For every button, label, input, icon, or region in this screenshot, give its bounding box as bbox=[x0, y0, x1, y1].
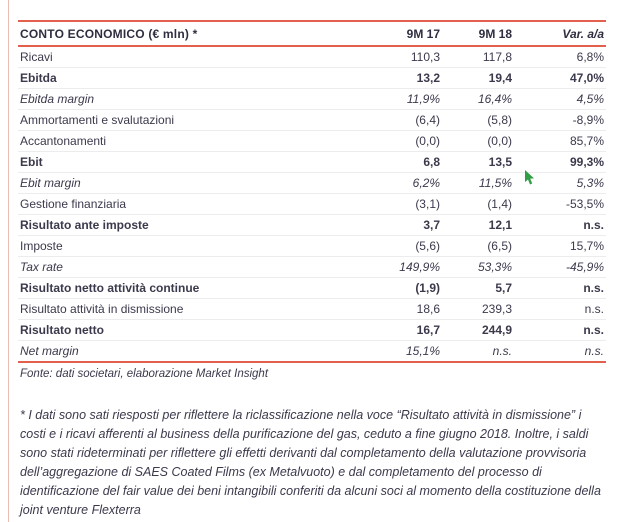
row-value-var: 47,0% bbox=[514, 67, 606, 89]
header-row: CONTO ECONOMICO (€ mln) * 9M 17 9M 18 Va… bbox=[18, 21, 606, 47]
row-label: Ebit margin bbox=[18, 172, 357, 194]
row-label: Accantonamenti bbox=[18, 130, 357, 152]
row-label: Tax rate bbox=[18, 256, 357, 278]
table-row: Risultato netto attività continue (1,9) 5,… bbox=[18, 277, 606, 299]
row-value-var: -45,9% bbox=[514, 256, 606, 278]
row-value-9m17: 6,2% bbox=[357, 172, 442, 194]
row-value-var: -8,9% bbox=[514, 109, 606, 131]
column-header-9m17: 9M 17 bbox=[357, 21, 442, 47]
row-value-var: -53,5% bbox=[514, 193, 606, 215]
row-value-9m18: (6,5) bbox=[442, 235, 514, 257]
table-row: Ebitda margin 11,9% 16,4% 4,5% bbox=[18, 88, 606, 110]
row-value-9m17: (1,9) bbox=[357, 277, 442, 299]
row-label: Imposte bbox=[18, 235, 357, 257]
row-value-var: n.s. bbox=[514, 298, 606, 320]
source-note: Fonte: dati societari, elaborazione Mark… bbox=[20, 368, 269, 380]
row-value-9m17: (6,4) bbox=[357, 109, 442, 131]
row-value-9m18: 13,5 bbox=[442, 151, 514, 173]
table-row: Gestione finanziaria (3,1) (1,4) -53,5% bbox=[18, 193, 606, 215]
row-value-9m17: 13,2 bbox=[357, 67, 442, 89]
row-value-9m18: (0,0) bbox=[442, 130, 514, 152]
row-value-var: n.s. bbox=[514, 319, 606, 341]
row-value-var: 5,3% bbox=[514, 172, 606, 194]
row-value-var: 85,7% bbox=[514, 130, 606, 152]
left-margin-rule bbox=[8, 0, 9, 522]
column-header-var: Var. a/a bbox=[514, 21, 606, 47]
row-label: Ebitda margin bbox=[18, 88, 357, 110]
table-body: Ricavi 110,3 117,8 6,8% Ebitda 13,2 19,4 47,0% E… bbox=[18, 46, 606, 362]
row-label: Ricavi bbox=[18, 46, 357, 68]
table-row: Ebit margin 6,2% 11,5% 5,3% bbox=[18, 172, 606, 194]
row-value-var: n.s. bbox=[514, 277, 606, 299]
row-value-9m18: 11,5% bbox=[442, 172, 514, 194]
row-value-9m17: 149,9% bbox=[357, 256, 442, 278]
row-value-9m17: (3,1) bbox=[357, 193, 442, 215]
row-value-9m17: (5,6) bbox=[357, 235, 442, 257]
table-row: Risultato netto 16,7 244,9 n.s. bbox=[18, 319, 606, 341]
table-row: Ebitda 13,2 19,4 47,0% bbox=[18, 67, 606, 89]
row-value-9m18: 53,3% bbox=[442, 256, 514, 278]
row-value-9m18: 5,7 bbox=[442, 277, 514, 299]
row-value-var: n.s. bbox=[514, 214, 606, 236]
row-label: Ammortamenti e svalutazioni bbox=[18, 109, 357, 131]
row-label: Ebit bbox=[18, 151, 357, 173]
table-row: Tax rate 149,9% 53,3% -45,9% bbox=[18, 256, 606, 278]
row-label: Risultato netto bbox=[18, 319, 357, 341]
table-row: Imposte (5,6) (6,5) 15,7% bbox=[18, 235, 606, 257]
table-title: CONTO ECONOMICO (€ mln) * bbox=[18, 21, 357, 47]
table-row: Ebit 6,8 13,5 99,3% bbox=[18, 151, 606, 173]
income-statement-table: CONTO ECONOMICO (€ mln) * 9M 17 9M 18 Va… bbox=[18, 20, 606, 363]
table-row: Ammortamenti e svalutazioni (6,4) (5,8) -8,… bbox=[18, 109, 606, 131]
table-row: Net margin 15,1% n.s. n.s. bbox=[18, 341, 606, 363]
row-label: Risultato ante imposte bbox=[18, 214, 357, 236]
row-value-9m17: 11,9% bbox=[357, 88, 442, 110]
row-value-9m18: 19,4 bbox=[442, 67, 514, 89]
table-row: Risultato ante imposte 3,7 12,1 n.s. bbox=[18, 214, 606, 236]
row-value-9m17: 6,8 bbox=[357, 151, 442, 173]
table-row: Ricavi 110,3 117,8 6,8% bbox=[18, 46, 606, 68]
row-value-var: 15,7% bbox=[514, 235, 606, 257]
row-value-var: n.s. bbox=[584, 344, 604, 358]
row-label: Risultato attività in dismissione bbox=[18, 298, 357, 320]
row-value-9m18: 239,3 bbox=[442, 298, 514, 320]
row-value-9m18: 12,1 bbox=[442, 214, 514, 236]
row-value-var: 6,8% bbox=[514, 46, 606, 68]
row-value-9m17: 16,7 bbox=[357, 319, 442, 341]
row-value-9m17: (0,0) bbox=[357, 130, 442, 152]
row-value-var: 4,5% bbox=[514, 88, 606, 110]
footnote-paragraph: * I dati sono sati riesposti per riflett… bbox=[20, 408, 601, 517]
table-row: Risultato attività in dismissione 18,6 239… bbox=[18, 298, 606, 320]
row-value-9m17: 18,6 bbox=[357, 298, 442, 320]
row-label: Ebitda bbox=[18, 67, 357, 89]
row-value-9m18: n.s. bbox=[492, 344, 512, 358]
row-value-9m18: 244,9 bbox=[442, 319, 514, 341]
row-value-9m17: 15,1% bbox=[405, 344, 440, 358]
table-header: CONTO ECONOMICO (€ mln) * 9M 17 9M 18 Va… bbox=[18, 21, 606, 47]
row-value-var: 99,3% bbox=[514, 151, 606, 173]
row-value-9m18: (5,8) bbox=[442, 109, 514, 131]
row-label: Gestione finanziaria bbox=[18, 193, 357, 215]
row-value-9m17: 3,7 bbox=[357, 214, 442, 236]
column-header-9m18: 9M 18 bbox=[442, 21, 514, 47]
row-label: Net margin bbox=[20, 344, 79, 358]
row-value-9m18: 16,4% bbox=[442, 88, 514, 110]
row-value-9m18: 117,8 bbox=[442, 46, 514, 68]
row-label: Risultato netto attività continue bbox=[18, 277, 357, 299]
row-value-9m17: 110,3 bbox=[357, 46, 442, 68]
row-value-9m18: (1,4) bbox=[442, 193, 514, 215]
table-row: Accantonamenti (0,0) (0,0) 85,7% bbox=[18, 130, 606, 152]
